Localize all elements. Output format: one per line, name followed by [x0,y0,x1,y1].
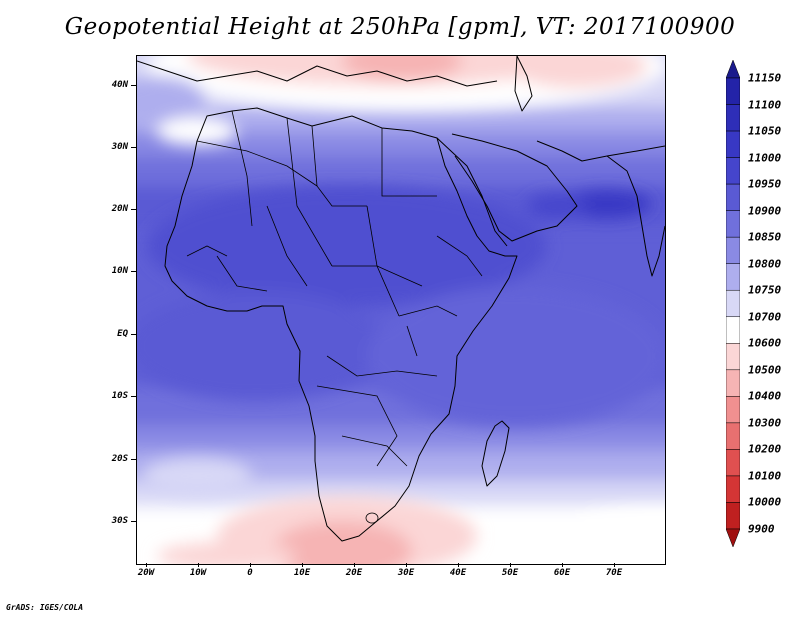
lesotho-outline [365,512,379,524]
lon-tick [146,563,147,567]
color-legend-bar [726,60,740,547]
legend-swatch [726,263,740,291]
legend-level-label: 10400 [748,389,782,403]
lon-tick [354,563,355,567]
legend-swatch [726,475,740,503]
lon-tick [614,563,615,567]
lon-label-20e: 20E [345,568,363,578]
legend-swatch [726,449,740,477]
legend-level-label: 10500 [748,363,782,377]
map-panel [136,55,666,565]
lat-label-30s: 30S [111,516,128,526]
lat-tick [131,334,136,335]
legend-swatch [726,157,740,185]
legend-level-label: 10600 [748,336,782,350]
lat-label-30n: 30N [111,142,128,152]
lat-tick [131,209,136,210]
legend-level-label: 10300 [748,416,782,430]
grads-credit: GrADS: IGES/COLA [6,603,84,612]
lat-label-10n: 10N [111,266,128,276]
legend-swatch [726,210,740,238]
lon-label-20w: 20W [137,568,155,578]
coastlines [137,56,665,542]
legend-level-label: 10200 [748,442,782,456]
lat-label-10s: 10S [111,391,128,401]
lat-tick [131,147,136,148]
legend-top-arrow [726,60,740,79]
lon-label-60e: 60E [553,568,571,578]
lat-tick [131,521,136,522]
legend-level-label: 10100 [748,469,782,483]
lon-tick [510,563,511,567]
lat-label-eq: EQ [117,329,128,339]
lat-label-20s: 20S [111,454,128,464]
field-south-lows [142,458,665,564]
chart-title: Geopotential Height at 250hPa [gpm], VT:… [64,14,736,40]
legend-bottom-arrow [726,528,740,547]
lon-label-30e: 30E [397,568,415,578]
lat-label-40n: 40N [111,80,128,90]
lat-tick [131,85,136,86]
legend-level-label: 9900 [748,522,775,536]
lat-tick [131,396,136,397]
legend-swatch [726,77,740,105]
legend-swatch [726,369,740,397]
legend-swatch [726,316,740,344]
legend-swatch [726,104,740,132]
lon-tick [406,563,407,567]
field-north-highs [137,56,665,145]
lon-label-40e: 40E [449,568,467,578]
lon-tick [250,563,251,567]
field-tropical-highs [137,186,665,426]
legend-level-label: 11100 [748,98,782,112]
legend-level-label: 10850 [748,230,782,244]
legend-swatch [726,183,740,211]
legend-swatch [726,130,740,158]
legend-level-label: 10750 [748,283,782,297]
lon-label-50e: 50E [501,568,519,578]
legend-swatch [726,422,740,450]
lat-tick [131,271,136,272]
lat-tick [131,459,136,460]
legend-level-label: 11050 [748,124,782,138]
legend-level-label: 10950 [748,177,782,191]
legend-level-label: 11150 [748,71,782,85]
lat-label-20n: 20N [111,204,128,214]
legend-level-label: 11000 [748,151,782,165]
legend-swatch [726,343,740,371]
legend-level-label: 10900 [748,204,782,218]
legend-swatch [726,502,740,530]
lon-label-70e: 70E [605,568,623,578]
legend-swatch [726,289,740,318]
lon-tick [562,563,563,567]
lon-tick [302,563,303,567]
legend-swatch [726,236,740,264]
height-field-map [137,56,665,564]
lon-label-10w: 10W [189,568,207,578]
lon-label-0: 0 [247,568,253,578]
lon-label-10e: 10E [293,568,311,578]
legend-level-label: 10800 [748,257,782,271]
legend-swatch [726,396,740,424]
lon-tick [458,563,459,567]
lon-tick [198,563,199,567]
legend-level-label: 10700 [748,310,782,324]
legend-level-label: 10000 [748,495,782,509]
country-borders [186,110,483,467]
